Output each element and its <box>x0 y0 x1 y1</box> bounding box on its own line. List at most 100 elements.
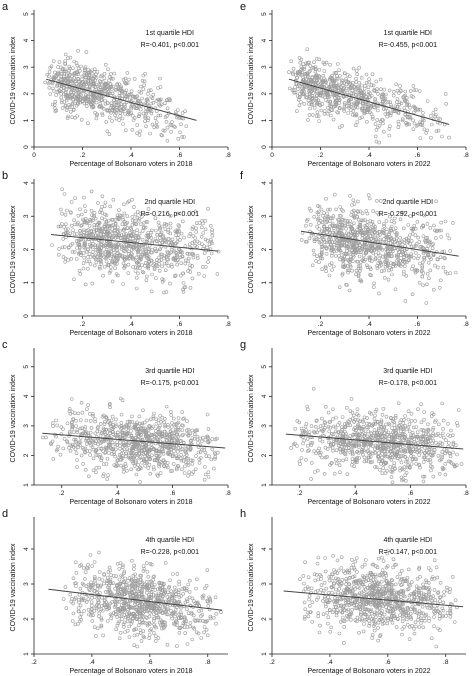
x-axis-label: Percentage of Bolsonaro voters in 2018 <box>70 499 193 506</box>
scatter-point <box>202 274 206 278</box>
scatter-point <box>208 224 213 228</box>
scatter-point <box>313 470 317 474</box>
scatter-point <box>348 104 353 109</box>
scatter-point <box>449 428 453 433</box>
scatter-point <box>108 204 112 209</box>
scatter-point <box>194 454 198 458</box>
scatter-point <box>395 104 400 109</box>
scatter-point <box>76 48 80 53</box>
scatter-point <box>330 268 334 272</box>
scatter-point <box>109 229 113 234</box>
scatter-point <box>113 88 118 92</box>
scatter-point <box>73 411 77 416</box>
scatter-point <box>157 97 161 102</box>
scatter-point <box>347 288 352 293</box>
scatter-point <box>113 236 118 240</box>
scatter-point <box>353 92 358 97</box>
scatter-point <box>129 234 134 239</box>
scatter-point <box>64 222 68 226</box>
scatter-point <box>170 237 175 242</box>
scatter-point <box>137 414 142 419</box>
scatter-point <box>122 246 126 250</box>
scatter-point <box>157 224 162 228</box>
scatter-point <box>413 251 418 255</box>
scatter-point <box>79 117 84 122</box>
scatter-point <box>153 246 157 251</box>
scatter-point <box>155 258 159 262</box>
scatter-point <box>146 233 150 237</box>
scatter-point <box>364 81 369 85</box>
scatter-point <box>354 93 358 97</box>
scatter-point <box>355 105 360 110</box>
x-tick-label: .8 <box>463 321 469 328</box>
scatter-point <box>93 245 98 249</box>
scatter-point <box>314 73 318 78</box>
scatter-point <box>111 197 116 202</box>
scatter-point <box>70 87 74 92</box>
scatter-point <box>308 222 313 227</box>
scatter-point <box>190 461 195 466</box>
scatter-point <box>377 291 381 296</box>
scatter-point <box>308 69 312 73</box>
scatter-point <box>60 98 64 103</box>
scatter-point <box>96 249 100 254</box>
scatter-point <box>129 105 133 109</box>
scatter-point <box>115 251 119 256</box>
scatter-point <box>383 106 388 111</box>
scatter-point <box>117 208 121 212</box>
scatter-point <box>130 197 134 202</box>
scatter-point <box>195 221 199 225</box>
scatter-point <box>110 218 114 222</box>
scatter-point <box>414 107 419 112</box>
scatter-point <box>378 253 383 258</box>
scatter-point <box>327 95 332 99</box>
scatter-point <box>191 255 196 260</box>
scatter-point <box>373 413 377 418</box>
y-tick-label: 4 <box>261 38 268 42</box>
scatter-point <box>422 417 426 422</box>
scatter-point <box>56 224 61 229</box>
scatter-point <box>126 244 131 248</box>
scatter-point <box>69 211 73 215</box>
y-axis-label: COVID-19 vaccination index <box>248 36 255 124</box>
scatter-point <box>93 75 97 79</box>
scatter-point <box>134 275 139 280</box>
scatter-point <box>102 76 107 80</box>
scatter-point <box>337 125 342 130</box>
scatter-point <box>334 461 339 466</box>
scatter-point <box>97 265 102 269</box>
scatter-point <box>96 82 101 87</box>
scatter-point <box>78 68 82 73</box>
scatter-point <box>344 457 349 462</box>
scatter-point <box>321 60 326 65</box>
scatter-point <box>78 272 83 276</box>
scatter-point <box>87 474 91 479</box>
scatter-point <box>113 255 118 260</box>
scatter-point <box>123 90 128 95</box>
scatter-point <box>430 246 435 250</box>
scatter-point <box>71 97 75 102</box>
scatter-point <box>151 263 155 268</box>
scatter-point <box>322 95 327 100</box>
scatter-point <box>157 102 161 107</box>
scatter-point <box>152 411 156 416</box>
scatter-point <box>373 134 378 139</box>
scatter-point <box>99 74 103 79</box>
scatter-point <box>170 421 174 425</box>
scatter-point <box>69 89 73 94</box>
scatter-point <box>421 111 425 115</box>
scatter-point <box>84 259 89 264</box>
scatter-point <box>121 228 126 232</box>
scatter-point <box>290 88 295 92</box>
scatter-point <box>425 128 430 133</box>
scatter-point <box>99 258 103 263</box>
scatter-point <box>131 265 135 269</box>
scatter-point <box>338 205 343 209</box>
scatter-point <box>98 422 103 426</box>
scatter-point <box>411 84 416 88</box>
scatter-point <box>414 242 419 246</box>
scatter-point <box>85 407 89 412</box>
scatter-point <box>381 96 386 101</box>
scatter-point <box>171 257 176 262</box>
scatter-point <box>119 243 123 248</box>
